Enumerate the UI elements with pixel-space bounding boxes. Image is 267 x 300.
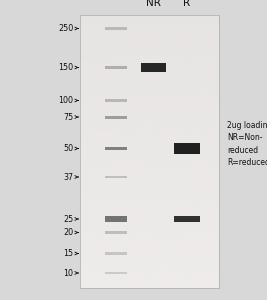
Text: 250: 250 xyxy=(58,24,73,33)
Bar xyxy=(174,216,200,222)
Text: 10: 10 xyxy=(64,268,73,278)
Bar xyxy=(80,15,219,288)
Text: R: R xyxy=(183,0,190,8)
Bar xyxy=(174,143,200,154)
Bar xyxy=(105,66,128,69)
Text: NR: NR xyxy=(146,0,161,8)
Text: 25: 25 xyxy=(63,214,73,224)
Bar xyxy=(105,116,128,118)
Bar xyxy=(105,147,128,150)
Text: 50: 50 xyxy=(63,144,73,153)
Text: 15: 15 xyxy=(63,249,73,258)
Bar xyxy=(105,216,128,222)
Bar xyxy=(105,272,128,274)
Text: 75: 75 xyxy=(63,112,73,122)
Text: 2ug loading
NR=Non-
reduced
R=reduced: 2ug loading NR=Non- reduced R=reduced xyxy=(227,121,267,167)
Text: 150: 150 xyxy=(58,63,73,72)
Text: 37: 37 xyxy=(63,172,73,182)
Bar xyxy=(105,176,128,178)
Text: 100: 100 xyxy=(58,96,73,105)
Bar xyxy=(105,27,128,30)
Bar xyxy=(105,253,128,254)
Text: 20: 20 xyxy=(63,228,73,237)
Bar xyxy=(141,63,166,72)
Bar xyxy=(105,99,128,101)
Bar xyxy=(105,231,128,234)
